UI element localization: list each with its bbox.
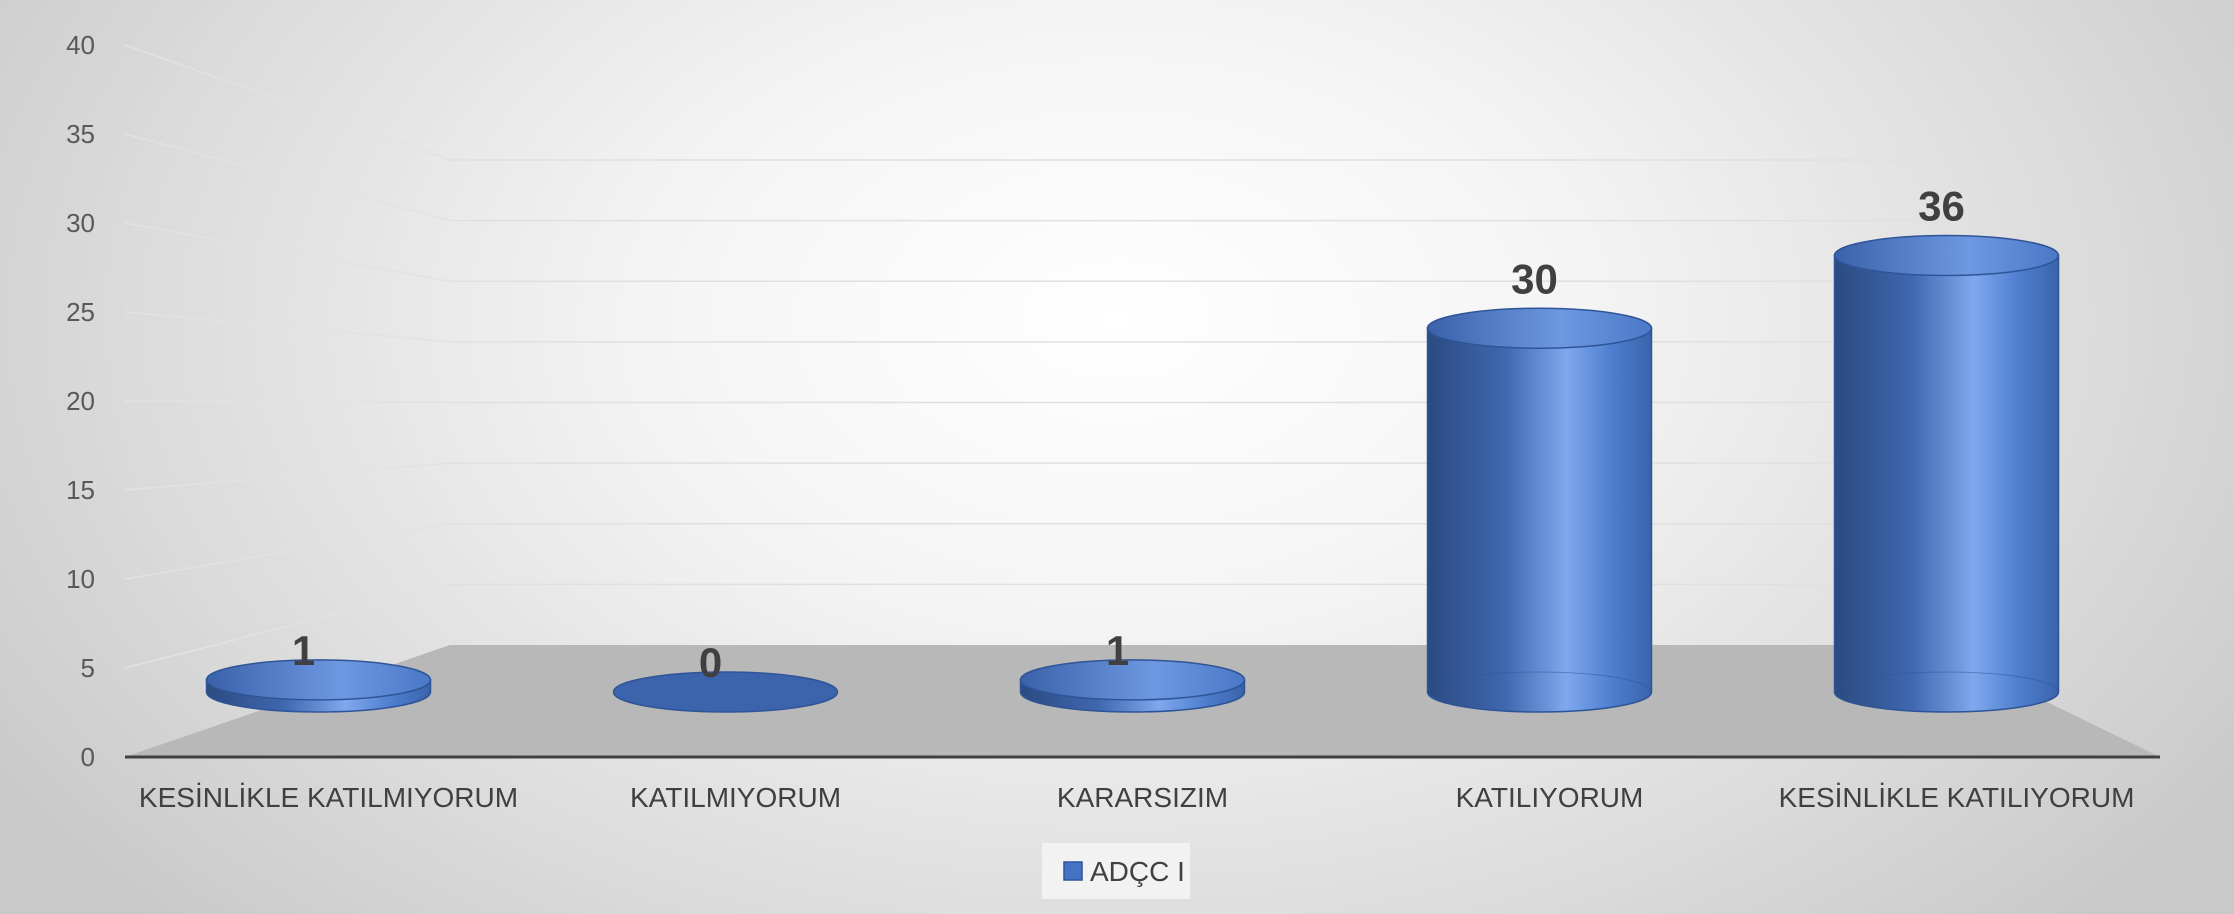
bar-base-edge (1834, 671, 2059, 713)
data-label: 1 (292, 627, 315, 674)
gridline-side (124, 462, 451, 491)
legend-swatch (1063, 861, 1083, 881)
legend-label: ADÇC I (1090, 856, 1185, 887)
bar (1019, 659, 1246, 713)
x-tick-label: KATILIYORUM (1456, 782, 1644, 813)
data-label: 36 (1918, 183, 1965, 230)
gridline-side (124, 311, 451, 343)
bar-top (205, 659, 432, 701)
bar-body (1833, 254, 2060, 713)
gridline-side (124, 133, 451, 222)
y-tick-label: 30 (66, 208, 95, 238)
y-tick-label: 5 (81, 653, 95, 683)
bar-top (1019, 659, 1246, 701)
bar-base-edge (1427, 671, 1652, 713)
data-label: 30 (1511, 255, 1558, 302)
gridline-side (124, 400, 451, 404)
y-tick-label: 25 (66, 297, 95, 327)
bar-top (1833, 234, 2060, 277)
bar (1833, 234, 2060, 713)
gridline-side (124, 44, 451, 161)
x-tick-label: KESİNLİKLE KATILIYORUM (1779, 782, 2135, 813)
bar-top (612, 671, 839, 713)
y-tick-label: 20 (66, 386, 95, 416)
gridline-side (124, 222, 451, 282)
bar-body (1426, 327, 1653, 713)
bar (1426, 307, 1653, 713)
y-tick-label: 0 (81, 742, 95, 772)
x-tick-label: KATILMIYORUM (630, 782, 841, 813)
y-tick-label: 40 (66, 30, 95, 60)
data-label: 0 (699, 639, 722, 686)
bar (205, 659, 432, 713)
data-label: 1 (1106, 627, 1129, 674)
y-tick-label: 35 (66, 119, 95, 149)
gridline-side (124, 583, 451, 669)
bar (612, 671, 839, 713)
x-tick-label: KESİNLİKLE KATILMIYORUM (139, 782, 518, 813)
x-tick-label: KARARSIZIM (1057, 782, 1228, 813)
legend: ADÇC I (1042, 843, 1190, 899)
bar-top (1426, 307, 1653, 349)
gridline-side (124, 523, 451, 580)
y-tick-label: 10 (66, 564, 95, 594)
y-tick-label: 15 (66, 475, 95, 505)
